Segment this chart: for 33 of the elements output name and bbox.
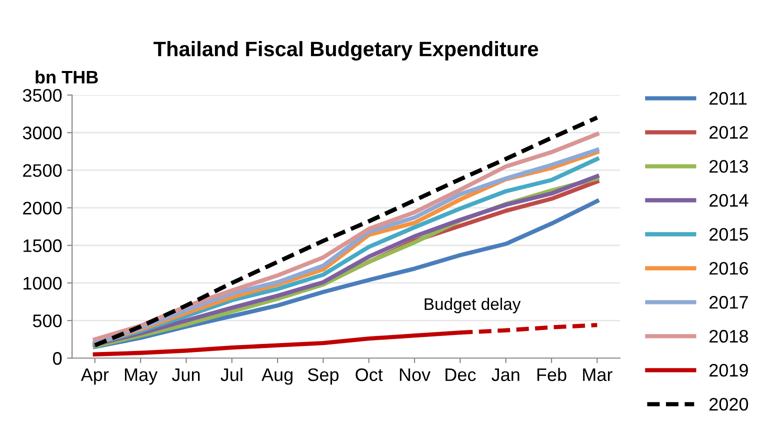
x-tick-label: Jan <box>492 368 520 382</box>
x-tick-label: Nov <box>400 368 431 382</box>
legend-label: 2019 <box>710 364 748 377</box>
x-tick-label: Jun <box>172 368 200 382</box>
legend-label: 2014 <box>710 194 748 207</box>
y-tick-label: 2500 <box>23 164 62 177</box>
chart-title: Thailand Fiscal Budgetary Expenditure <box>154 41 538 61</box>
x-tick-label: Mar <box>583 368 612 382</box>
y-tick-label: 500 <box>32 314 62 328</box>
y-tick-label: 1500 <box>24 239 62 252</box>
legend-label: 2020 <box>710 398 748 411</box>
legend-label: 2015 <box>710 228 748 241</box>
x-tick-label: Feb <box>537 368 566 382</box>
annotation: Budget delay <box>424 298 521 314</box>
y-axis-title: bn THB <box>36 70 98 84</box>
legend-label: 2013 <box>710 160 748 173</box>
x-tick-label: May <box>124 368 158 385</box>
y-tick-label: 2000 <box>23 202 62 215</box>
x-tick-label: Oct <box>356 368 383 382</box>
legend-label: 2011 <box>710 92 747 105</box>
x-tick-label: Aug <box>262 368 292 385</box>
x-tick-label: Sep <box>308 368 339 385</box>
legend-label: 2012 <box>710 126 748 139</box>
legend-label: 2018 <box>710 330 748 343</box>
x-tick-label: Apr <box>80 368 109 385</box>
legend-label: 2017 <box>710 296 748 309</box>
x-tick-label: Dec <box>446 368 476 382</box>
y-tick-label: 3000 <box>22 126 62 140</box>
y-tick-label: 0 <box>53 352 62 365</box>
y-tick-label: 1000 <box>24 276 62 290</box>
y-tick-label: 3500 <box>22 88 62 102</box>
legend-label: 2016 <box>710 262 748 275</box>
x-tick-label: Jul <box>220 368 242 382</box>
